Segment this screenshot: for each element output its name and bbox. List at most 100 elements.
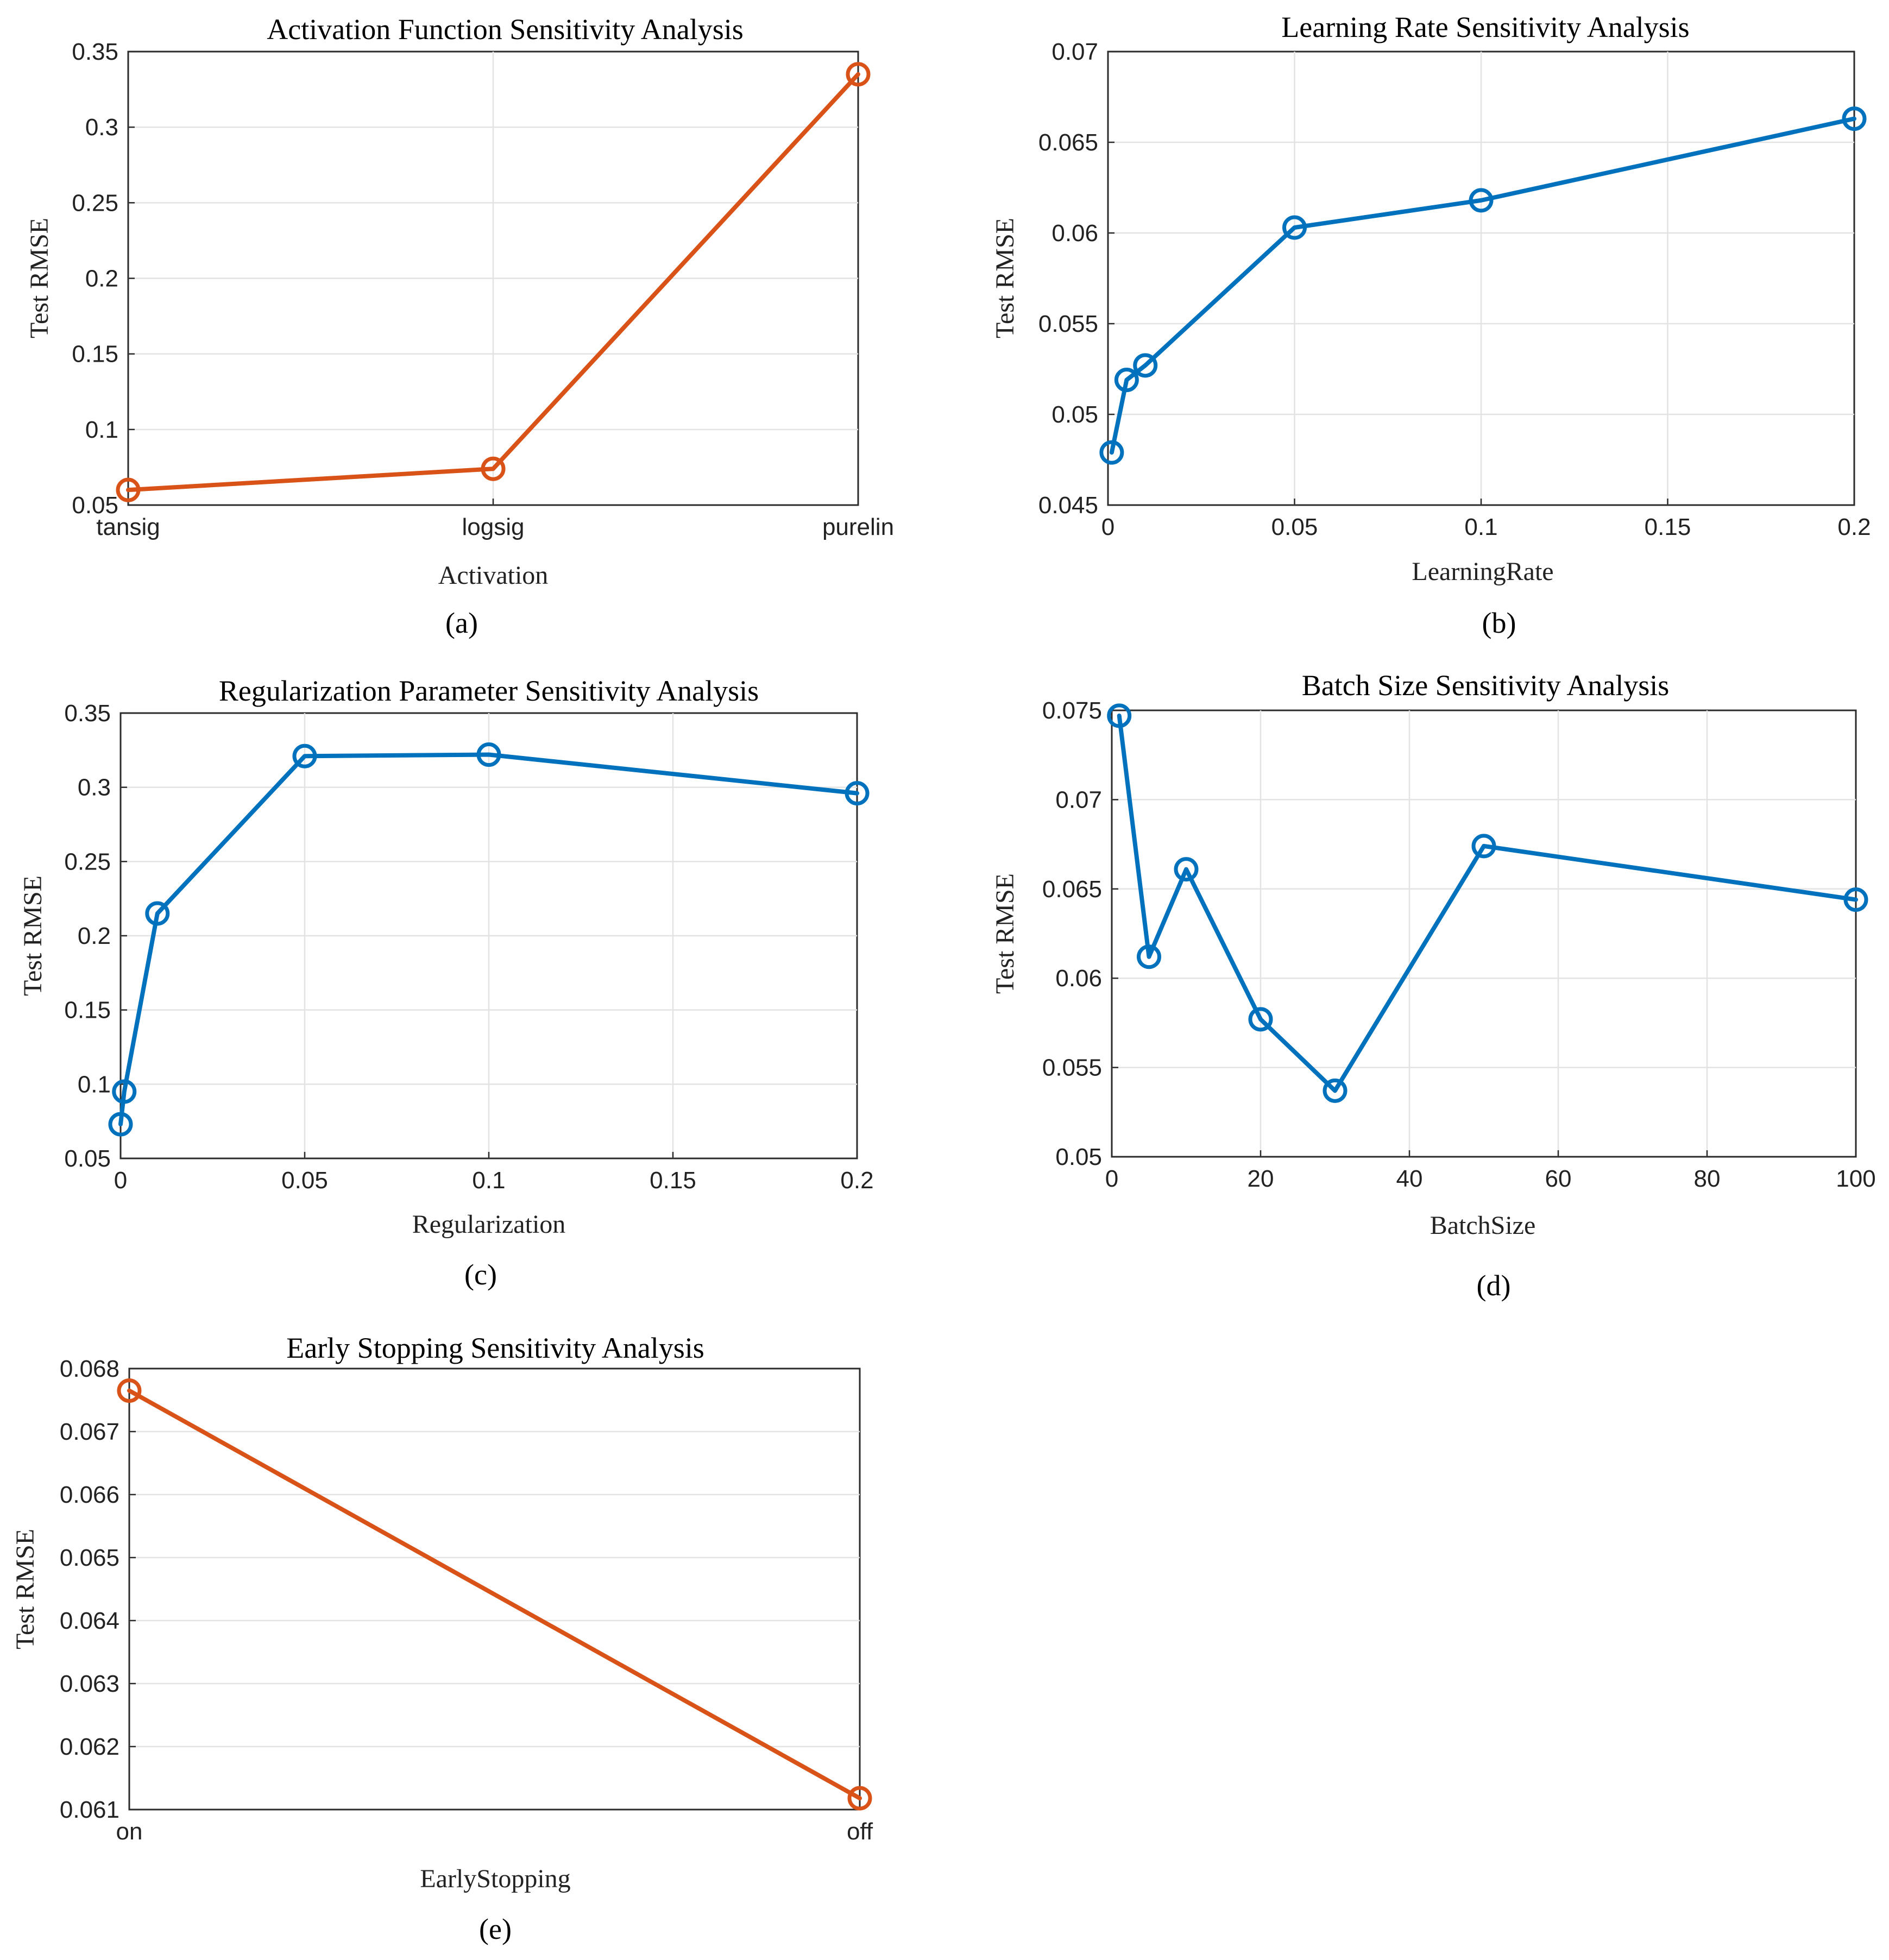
panel-d-y-tick-label: 0.055 bbox=[1042, 1055, 1102, 1081]
panel-c-x-tick-label: 0.15 bbox=[650, 1167, 696, 1194]
panel-e-title: Early Stopping Sensitivity Analysis bbox=[286, 1332, 704, 1364]
panel-a-caption: (a) bbox=[445, 607, 478, 639]
panel-e-caption: (e) bbox=[479, 1913, 512, 1945]
panel-e-y-axis-label: Test RMSE bbox=[11, 1529, 40, 1649]
panel-b-learning-rate-chart: Learning Rate Sensitivity Analysis 0 0.05… bbox=[991, 11, 1871, 639]
panel-b-x-tick-label: 0.2 bbox=[1837, 514, 1871, 540]
panel-a-x-axis-label: Activation bbox=[438, 561, 549, 590]
panel-b-y-tick-label: 0.06 bbox=[1051, 220, 1098, 247]
panel-e-y-tick-label: 0.066 bbox=[60, 1482, 119, 1508]
panel-b-y-tick-label: 0.045 bbox=[1038, 492, 1098, 519]
panel-c-x-tick-label: 0.05 bbox=[281, 1167, 328, 1194]
panel-c-x-tick-label: 0.1 bbox=[472, 1167, 505, 1194]
panel-d-y-tick-label: 0.05 bbox=[1055, 1144, 1102, 1170]
panel-d-y-axis-label: Test RMSE bbox=[991, 873, 1019, 994]
panel-c-data-point bbox=[112, 1079, 137, 1104]
panel-b-y-tick-label: 0.055 bbox=[1038, 311, 1098, 337]
panel-d-batch-size-chart: Batch Size Sensitivity Analysis 0 20 40 60 8… bbox=[991, 669, 1876, 1302]
panel-d-y-tick-label: 0.07 bbox=[1055, 786, 1102, 813]
panel-d-x-axis-label: BatchSize bbox=[1430, 1211, 1536, 1240]
panel-b-x-tick-label: 0.05 bbox=[1271, 514, 1318, 540]
panel-e-early-stopping-chart: Early Stopping Sensitivity Analysis on of… bbox=[11, 1332, 873, 1945]
panel-b-data-point bbox=[1469, 188, 1494, 213]
panel-b-data-point bbox=[1282, 215, 1307, 240]
panel-e-data-point bbox=[117, 1378, 142, 1403]
panel-d-x-tick-label: 80 bbox=[1694, 1165, 1721, 1192]
panel-e-x-axis-label: EarlyStopping bbox=[420, 1864, 570, 1893]
panel-b-data-point bbox=[1099, 440, 1124, 465]
panel-d-plot-area bbox=[1111, 709, 1857, 1158]
panel-b-data-point bbox=[1114, 368, 1139, 393]
panel-a-x-tick-label: logsig bbox=[462, 514, 525, 540]
panel-c-data-point bbox=[292, 743, 317, 768]
panel-b-data-point bbox=[1842, 106, 1867, 131]
panel-c-y-tick-label: 0.25 bbox=[64, 848, 111, 875]
panel-d-title: Batch Size Sensitivity Analysis bbox=[1302, 669, 1669, 702]
panel-e-y-tick-label: 0.061 bbox=[60, 1797, 119, 1823]
panel-a-y-axis-label: Test RMSE bbox=[25, 218, 54, 338]
panel-b-y-axis-label: Test RMSE bbox=[991, 218, 1019, 338]
panel-e-data-point bbox=[847, 1786, 872, 1811]
panel-d-x-tick-label: 100 bbox=[1836, 1165, 1875, 1192]
panel-c-series-line bbox=[118, 752, 859, 1127]
panel-d-x-tick-label: 20 bbox=[1248, 1165, 1274, 1192]
panel-d-series-line bbox=[1117, 713, 1858, 1093]
panel-c-y-tick-label: 0.35 bbox=[64, 700, 111, 727]
panel-c-y-tick-label: 0.2 bbox=[78, 923, 111, 949]
panel-e-y-tick-label: 0.065 bbox=[60, 1545, 119, 1571]
panel-d-data-point bbox=[1174, 857, 1199, 882]
panel-d-y-tick-label: 0.065 bbox=[1042, 876, 1102, 903]
panel-c-y-tick-label: 0.15 bbox=[64, 997, 111, 1024]
panel-b-y-tick-label: 0.05 bbox=[1051, 401, 1098, 428]
panel-d-data-point bbox=[1248, 1007, 1273, 1032]
panel-b-x-tick-label: 0.1 bbox=[1464, 514, 1497, 540]
panel-c-y-tick-label: 0.1 bbox=[78, 1071, 111, 1098]
panel-c-y-axis-label: Test RMSE bbox=[18, 875, 47, 996]
panel-b-series-line bbox=[1109, 116, 1856, 455]
panel-a-x-tick-label: purelin bbox=[822, 514, 894, 540]
panel-a-series-line bbox=[126, 72, 860, 493]
panel-a-y-tick-label: 0.1 bbox=[85, 417, 118, 443]
panel-c-x-axis-label: Regularization bbox=[412, 1210, 566, 1239]
panel-e-y-tick-label: 0.064 bbox=[60, 1608, 119, 1634]
panel-a-activation-chart: Activation Function Sensitivity Analysis… bbox=[25, 13, 894, 639]
panel-c-data-point bbox=[845, 781, 870, 806]
panel-b-data-point bbox=[1133, 353, 1158, 378]
panel-c-data-point bbox=[145, 901, 170, 926]
panel-b-caption: (b) bbox=[1482, 607, 1516, 639]
panel-b-y-tick-label: 0.07 bbox=[1051, 39, 1098, 65]
panel-d-caption: (d) bbox=[1477, 1269, 1511, 1302]
panel-e-plot-area bbox=[128, 1367, 861, 1811]
panel-d-data-point bbox=[1107, 703, 1132, 728]
panel-a-x-tick-label: tansig bbox=[96, 514, 160, 540]
panel-d-data-point bbox=[1323, 1078, 1348, 1103]
panel-e-x-tick-label: off bbox=[847, 1818, 873, 1845]
panel-a-y-tick-label: 0.3 bbox=[85, 114, 118, 141]
panel-a-y-tick-label: 0.15 bbox=[72, 341, 118, 368]
panel-a-data-point bbox=[846, 62, 871, 87]
panel-d-x-tick-label: 40 bbox=[1396, 1165, 1423, 1192]
panel-c-title: Regularization Parameter Sensitivity Ana… bbox=[219, 675, 759, 707]
panel-c-y-tick-label: 0.3 bbox=[78, 774, 111, 801]
panel-e-y-tick-label: 0.068 bbox=[60, 1356, 119, 1382]
panel-b-x-tick-label: 0.15 bbox=[1645, 514, 1691, 540]
panel-c-caption: (c) bbox=[464, 1258, 497, 1291]
panel-e-y-tick-label: 0.067 bbox=[60, 1419, 119, 1445]
panel-c-regularization-chart: Regularization Parameter Sensitivity Ana… bbox=[18, 675, 874, 1291]
panel-e-series-line bbox=[127, 1388, 862, 1801]
panel-b-y-tick-label: 0.065 bbox=[1038, 129, 1098, 156]
panel-e-y-tick-label: 0.062 bbox=[60, 1734, 119, 1760]
panel-e-x-tick-label: on bbox=[116, 1818, 143, 1845]
panel-c-y-tick-label: 0.05 bbox=[64, 1145, 111, 1172]
panel-a-data-point bbox=[481, 456, 506, 481]
panel-a-data-point bbox=[116, 477, 141, 502]
panel-b-x-axis-label: LearningRate bbox=[1412, 557, 1553, 586]
panel-a-title: Activation Function Sensitivity Analysis bbox=[267, 13, 744, 46]
panel-a-y-tick-label: 0.35 bbox=[72, 39, 118, 65]
panel-d-data-point bbox=[1137, 944, 1161, 969]
panel-d-data-point bbox=[1843, 887, 1868, 912]
panel-d-x-tick-label: 60 bbox=[1545, 1165, 1572, 1192]
panel-a-y-tick-label: 0.05 bbox=[72, 492, 118, 519]
panel-a-y-tick-label: 0.25 bbox=[72, 190, 118, 216]
